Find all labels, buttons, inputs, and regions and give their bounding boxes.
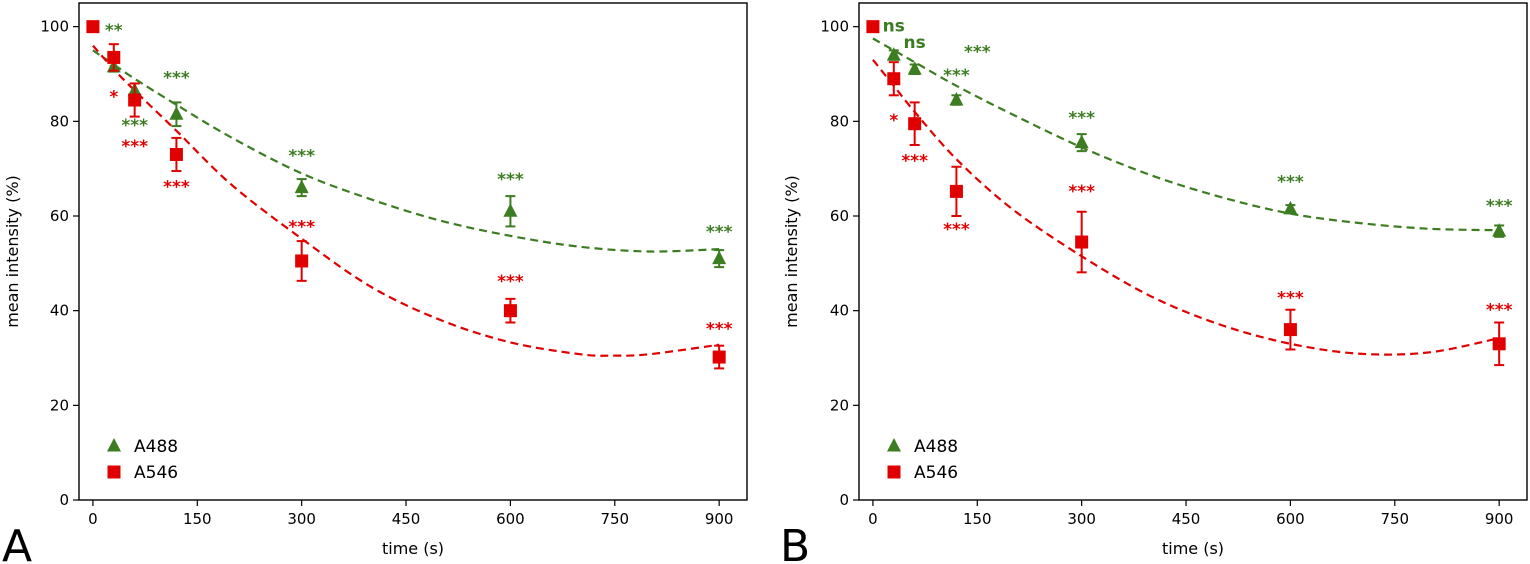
significance-label: ns [904, 33, 926, 53]
significance-label: *** [163, 68, 190, 88]
fit-curve-a488 [872, 37, 1500, 232]
data-point-a546 [1075, 235, 1089, 249]
x-tick-label: 0 [868, 510, 878, 528]
data-point-a546 [86, 20, 100, 34]
chart-panel-b: 0 150 300 450 600 750 900 0 20 40 60 80 100 time (s) m… [782, 2, 1528, 558]
significance-label: *** [121, 116, 148, 136]
y-axis-label: mean intensity (%) [782, 175, 801, 328]
data-point-a488 [886, 47, 901, 61]
significance-label: *** [706, 319, 733, 339]
x-axis-label: time (s) [1162, 539, 1224, 558]
x-tick-label: 300 [287, 510, 316, 528]
chart-panel-a: 0 150 300 450 600 750 900 0 20 40 60 80 100 time (s) m… [3, 2, 748, 558]
y-tick-label: 40 [830, 302, 849, 320]
x-tick-label: 900 [1485, 510, 1514, 528]
x-tick-label: 300 [1067, 510, 1096, 528]
data-point-a546 [295, 254, 309, 268]
significance-label: *** [943, 66, 970, 86]
data-point-a488 [907, 61, 922, 75]
data-point-a546 [169, 147, 183, 161]
significance-label: *** [964, 42, 991, 62]
significance-label: *** [1486, 196, 1513, 216]
legend-marker-a488 [887, 438, 901, 452]
data-point-a488 [1283, 200, 1298, 215]
plot-frame [78, 2, 748, 501]
x-tick-label: 150 [963, 510, 992, 528]
legend-label-a546: A546 [134, 463, 178, 483]
significance-label: * [889, 111, 898, 131]
significance-label: *** [901, 151, 928, 171]
significance-label: ns [883, 16, 905, 36]
y-tick-label: 60 [830, 207, 849, 225]
data-point-a546 [908, 117, 922, 131]
y-tick-label: 60 [50, 207, 69, 225]
legend-label-a488: A488 [914, 437, 958, 457]
legend-marker-a488 [107, 438, 121, 452]
panel-letter-b: B [780, 521, 810, 564]
y-tick-label: 20 [50, 396, 69, 414]
significance-label: *** [288, 147, 315, 167]
data-point-a546 [1492, 337, 1506, 351]
x-tick-label: 600 [496, 510, 525, 528]
y-tick-label: 20 [830, 396, 849, 414]
data-point-a546 [128, 93, 142, 107]
x-tick-label: 450 [1172, 510, 1201, 528]
y-tick-label: 100 [40, 18, 69, 36]
significance-label: * [109, 87, 118, 107]
plot-frame [858, 2, 1528, 501]
x-tick-label: 750 [600, 510, 629, 528]
fit-curve-a488 [92, 49, 720, 253]
data-point-a488 [169, 106, 184, 120]
y-tick-label: 80 [50, 112, 69, 130]
x-tick-label: 900 [705, 510, 734, 528]
data-point-a488 [1492, 223, 1507, 237]
x-tick-label: 150 [183, 510, 212, 528]
significance-label: *** [1068, 109, 1095, 129]
data-point-a546 [949, 184, 963, 198]
y-tick-label: 0 [59, 491, 69, 509]
panel-letter-a: A [2, 521, 32, 564]
fit-curve-a546 [92, 44, 720, 357]
x-tick-label: 450 [392, 510, 421, 528]
significance-label: *** [497, 272, 524, 292]
significance-label: ** [105, 21, 123, 41]
data-point-a546 [712, 350, 726, 364]
significance-label: *** [1068, 182, 1095, 202]
significance-label: *** [497, 170, 524, 190]
data-point-a488 [949, 92, 964, 106]
significance-label: *** [288, 218, 315, 238]
y-tick-label: 80 [830, 112, 849, 130]
x-tick-label: 600 [1276, 510, 1305, 528]
data-point-a546 [866, 20, 880, 34]
data-point-a488 [294, 179, 309, 194]
y-tick-label: 40 [50, 302, 69, 320]
legend-marker-a546 [107, 465, 121, 479]
significance-label: *** [1277, 289, 1304, 309]
significance-label: *** [163, 177, 190, 197]
significance-label: *** [706, 222, 733, 242]
legend-marker-a546 [887, 465, 901, 479]
legend-label-a488: A488 [134, 437, 178, 457]
x-axis-label: time (s) [382, 539, 444, 558]
x-tick-label: 0 [88, 510, 98, 528]
significance-label: *** [121, 137, 148, 157]
significance-label: *** [1277, 173, 1304, 193]
significance-label: *** [943, 220, 970, 240]
y-axis-label: mean intensity (%) [3, 175, 22, 328]
data-point-a546 [1283, 323, 1297, 337]
legend-label-a546: A546 [914, 463, 958, 483]
data-point-a546 [887, 72, 901, 86]
y-tick-label: 0 [839, 491, 849, 509]
fit-curve-a546 [872, 59, 1500, 356]
data-point-a488 [503, 203, 518, 217]
y-tick-label: 100 [820, 18, 849, 36]
data-point-a488 [712, 250, 727, 265]
data-point-a488 [1074, 134, 1089, 149]
data-point-a546 [503, 304, 517, 318]
data-point-a546 [107, 50, 121, 64]
significance-label: *** [1486, 300, 1513, 320]
x-tick-label: 750 [1380, 510, 1409, 528]
